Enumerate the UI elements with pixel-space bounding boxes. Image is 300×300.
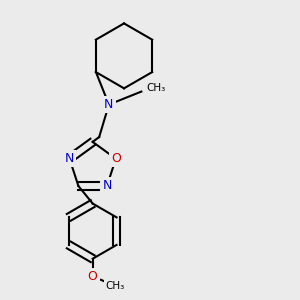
Text: O: O	[88, 270, 98, 283]
Text: N: N	[102, 179, 112, 192]
Text: CH₃: CH₃	[106, 281, 125, 291]
Text: N: N	[104, 98, 114, 111]
Text: N: N	[65, 152, 74, 165]
Text: CH₃: CH₃	[146, 83, 166, 93]
Text: O: O	[111, 152, 121, 165]
